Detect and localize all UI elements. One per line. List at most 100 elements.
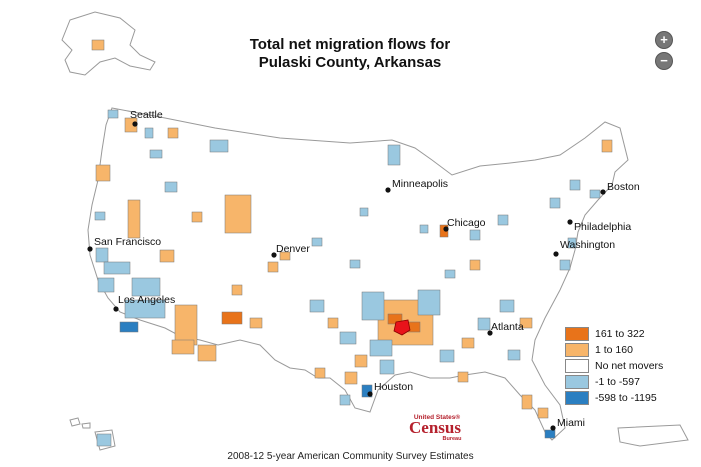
legend-item: 161 to 322 xyxy=(565,326,663,341)
county-patch xyxy=(349,259,361,269)
city-dot xyxy=(113,306,119,312)
county-patch xyxy=(171,339,195,355)
county-patch xyxy=(497,214,509,226)
county-patch xyxy=(417,289,441,316)
legend-swatch xyxy=(565,390,589,405)
county-patch xyxy=(569,179,581,191)
county-patch xyxy=(327,317,339,329)
city-label: Philadelphia xyxy=(574,221,631,233)
pulaski-county-highlight xyxy=(393,319,411,336)
city-dot xyxy=(367,391,373,397)
county-patch xyxy=(311,237,323,247)
county-patches xyxy=(91,39,613,447)
city-dot xyxy=(385,187,391,193)
county-patch xyxy=(94,211,106,221)
logo-bottom-text: Bureau xyxy=(443,436,462,442)
county-patch xyxy=(97,277,115,293)
county-patch xyxy=(499,299,515,313)
city-dot xyxy=(443,226,449,232)
county-patch xyxy=(544,429,556,439)
legend-label: -1 to -597 xyxy=(595,375,640,388)
county-patch xyxy=(521,394,533,410)
census-bureau-logo: United States® Census Bureau xyxy=(409,413,462,442)
legend-label: 1 to 160 xyxy=(595,343,633,356)
county-patch xyxy=(174,304,198,346)
zoom-out-button[interactable]: − xyxy=(656,53,672,69)
county-patch xyxy=(339,394,351,406)
county-patch xyxy=(559,259,571,271)
county-patch xyxy=(149,149,163,159)
city-label: San Francisco xyxy=(94,236,161,248)
county-patch xyxy=(419,224,429,234)
city-label: Seattle xyxy=(130,109,163,121)
county-patch xyxy=(103,261,131,275)
legend-swatch xyxy=(565,326,589,341)
county-patch xyxy=(107,109,119,119)
county-patch xyxy=(387,313,403,325)
legend-swatch xyxy=(565,342,589,357)
zoom-in-icon: + xyxy=(660,32,668,47)
puerto-rico-outline xyxy=(617,424,689,447)
county-patch xyxy=(359,207,369,217)
county-patch xyxy=(267,261,279,273)
county-patch xyxy=(361,291,385,321)
county-patch xyxy=(344,371,358,385)
zoom-out-icon: − xyxy=(660,53,668,68)
county-patch xyxy=(457,371,469,383)
county-patch xyxy=(164,181,178,193)
footer-note: 2008-12 5-year American Community Survey… xyxy=(227,451,474,462)
county-patch xyxy=(537,407,549,419)
county-patch xyxy=(369,339,393,357)
county-patch xyxy=(221,311,243,325)
county-patch xyxy=(127,199,141,239)
legend-label: 161 to 322 xyxy=(595,327,645,340)
county-patch xyxy=(167,127,179,139)
city-dot xyxy=(567,219,573,225)
county-patch xyxy=(119,321,139,333)
county-patch xyxy=(197,344,217,362)
legend-item: -1 to -597 xyxy=(565,374,663,389)
zoom-in-button[interactable]: + xyxy=(656,32,672,48)
legend-label: No net movers xyxy=(595,359,664,372)
legend-item: 1 to 160 xyxy=(565,342,663,357)
county-patch xyxy=(339,331,357,345)
county-patch xyxy=(519,317,533,329)
city-label: Atlanta xyxy=(491,321,524,333)
county-patch xyxy=(444,269,456,279)
county-patch xyxy=(95,247,109,263)
county-patch xyxy=(249,317,263,329)
alaska-outline xyxy=(61,11,156,76)
city-dot xyxy=(550,425,556,431)
county-patch xyxy=(439,349,455,363)
legend: 161 to 322 1 to 160 No net movers -1 to … xyxy=(565,326,663,406)
county-patch xyxy=(91,39,105,51)
legend-item: -598 to -1195 xyxy=(565,390,663,405)
county-patch xyxy=(124,299,166,319)
legend-swatch xyxy=(565,374,589,389)
city-label: Washington xyxy=(560,239,615,251)
county-patch xyxy=(224,194,252,234)
county-patch xyxy=(314,367,326,379)
city-label: Boston xyxy=(607,181,640,193)
county-patch xyxy=(469,229,481,241)
county-patch xyxy=(567,237,577,249)
map-title-line1: Total net migration flows for xyxy=(249,36,451,53)
logo-top-text: United States® xyxy=(414,413,461,421)
map-title: Total net migration flows for Pulaski Co… xyxy=(190,36,510,72)
map-title-line2: Pulaski County, Arkansas xyxy=(258,54,442,71)
county-patch xyxy=(549,197,561,209)
county-patch xyxy=(159,249,175,263)
county-patch xyxy=(354,354,368,368)
county-patch xyxy=(379,359,395,375)
city-label: Chicago xyxy=(447,217,486,229)
city-dot xyxy=(271,252,277,258)
county-patch xyxy=(95,164,111,182)
us-outline xyxy=(87,107,629,441)
county-patch xyxy=(231,284,243,296)
county-patch xyxy=(439,224,449,238)
legend-swatch xyxy=(565,358,589,373)
city-dot xyxy=(553,251,559,257)
city-label: Denver xyxy=(276,243,310,255)
county-patch xyxy=(469,259,481,271)
